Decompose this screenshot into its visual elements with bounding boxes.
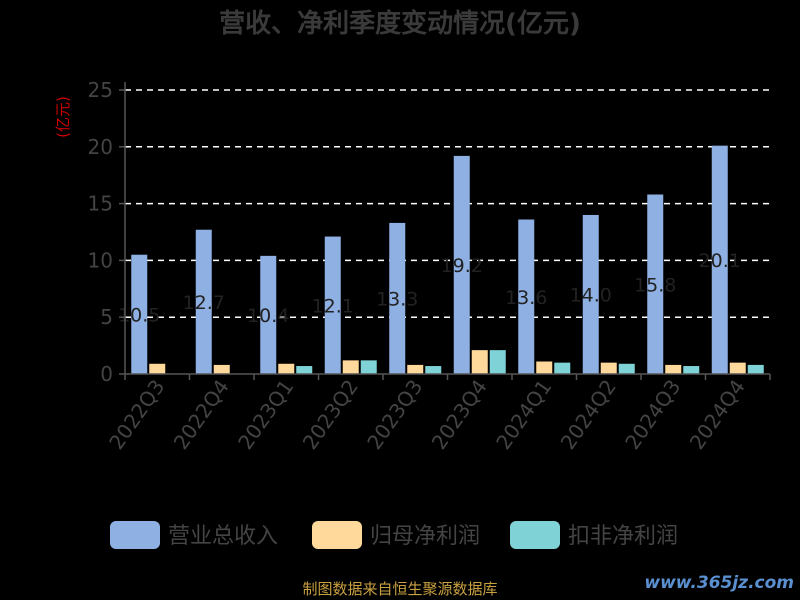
bar-扣非净利润-2023Q4[interactable]	[489, 350, 506, 374]
y-axis-label: (亿元)	[54, 96, 72, 138]
bar-归母净利润-2023Q4[interactable]	[471, 350, 488, 374]
bar-归母净利润-2022Q3[interactable]	[149, 363, 166, 374]
y-tick-label: 20	[88, 135, 113, 159]
bar-扣非净利润-2023Q1[interactable]	[296, 366, 313, 374]
bar-归母净利润-2023Q2[interactable]	[342, 360, 359, 374]
bar-营业总收入-2023Q2[interactable]	[324, 236, 341, 374]
data-label: 20.1	[699, 250, 741, 272]
watermark[interactable]: www.365jz.com	[644, 573, 794, 593]
legend-swatch	[110, 521, 160, 549]
legend-swatch	[510, 521, 560, 549]
legend-item-扣非净利润[interactable]: 扣非净利润	[510, 521, 678, 549]
bar-扣非净利润-2024Q4[interactable]	[747, 364, 764, 374]
data-label: 12.7	[183, 292, 225, 314]
bar-扣非净利润-2023Q3[interactable]	[425, 366, 442, 374]
grid	[125, 89, 770, 318]
data-label: 12.1	[312, 295, 354, 317]
bar-归母净利润-2024Q1[interactable]	[536, 361, 553, 374]
bar-扣非净利润-2023Q2[interactable]	[360, 360, 377, 374]
y-tick-label: 15	[88, 192, 113, 216]
bar-归母净利润-2023Q3[interactable]	[407, 364, 424, 374]
bar-营业总收入-2024Q3[interactable]	[647, 194, 664, 374]
bar-营业总收入-2024Q2[interactable]	[582, 214, 599, 374]
data-label: 13.3	[376, 288, 418, 310]
bar-归母净利润-2024Q4[interactable]	[729, 362, 746, 374]
y-tick-label: 25	[88, 78, 113, 102]
x-tick-label: 2022Q4	[169, 375, 234, 454]
bar-扣非净利润-2024Q1[interactable]	[554, 362, 571, 374]
y-tick-label: 5	[100, 305, 113, 329]
legend-item-归母净利润[interactable]: 归母净利润	[312, 521, 480, 549]
data-label: 14.0	[570, 284, 612, 306]
bar-营业总收入-2022Q4[interactable]	[195, 229, 212, 374]
bars: 10.5 12.7 10.4 12.1 13.3 19.2 13.6 14.0 15.8 20.1	[118, 145, 764, 374]
bar-扣非净利润-2024Q2[interactable]	[618, 363, 635, 374]
axes: 0 5 10 15 20 25 2022Q3 2022Q4 2023Q1 2023Q2 2023Q3…	[88, 78, 771, 454]
bar-营业总收入-2024Q1[interactable]	[518, 219, 535, 374]
x-tick-label: 2024Q4	[685, 375, 750, 454]
bar-营业总收入-2023Q4[interactable]	[453, 155, 470, 374]
legend-label: 扣非净利润	[568, 524, 678, 549]
x-tick-label: 2023Q1	[233, 375, 298, 454]
legend-item-营业总收入[interactable]: 营业总收入	[110, 521, 278, 549]
bar-扣非净利润-2024Q3[interactable]	[683, 366, 700, 374]
legend-swatch	[312, 521, 362, 549]
bar-归母净利润-2023Q1[interactable]	[278, 363, 295, 374]
x-tick-label: 2024Q3	[620, 375, 685, 454]
bar-归母净利润-2022Q4[interactable]	[213, 364, 230, 374]
x-tick-label: 2023Q4	[427, 375, 492, 454]
x-tick-label: 2024Q2	[556, 375, 621, 454]
bar-营业总收入-2024Q4[interactable]	[711, 145, 728, 374]
y-tick-label: 0	[100, 362, 113, 386]
data-label: 15.8	[634, 274, 676, 296]
source-note: 制图数据来自恒生聚源数据库	[302, 580, 498, 598]
bar-归母净利润-2024Q3[interactable]	[665, 364, 682, 374]
chart-title: 营收、净利季度变动情况(亿元)	[219, 8, 581, 39]
legend[interactable]: 营业总收入 归母净利润 扣非净利润	[110, 521, 678, 549]
data-label: 10.4	[247, 305, 289, 327]
y-tick-label: 10	[88, 248, 113, 272]
x-tick-label: 2024Q1	[491, 375, 556, 454]
data-label: 10.5	[118, 304, 160, 326]
legend-label: 归母净利润	[370, 524, 480, 549]
x-tick-label: 2022Q3	[104, 375, 169, 454]
bar-营业总收入-2023Q1[interactable]	[260, 255, 277, 374]
data-label: 19.2	[441, 255, 483, 277]
x-tick-label: 2023Q3	[362, 375, 427, 454]
x-tick-label: 2023Q2	[298, 375, 363, 454]
bar-归母净利润-2024Q2[interactable]	[600, 362, 617, 374]
data-label: 13.6	[505, 287, 547, 309]
legend-label: 营业总收入	[168, 524, 278, 549]
bar-营业总收入-2023Q3[interactable]	[389, 222, 406, 374]
bar-营业总收入-2022Q3[interactable]	[131, 254, 148, 374]
